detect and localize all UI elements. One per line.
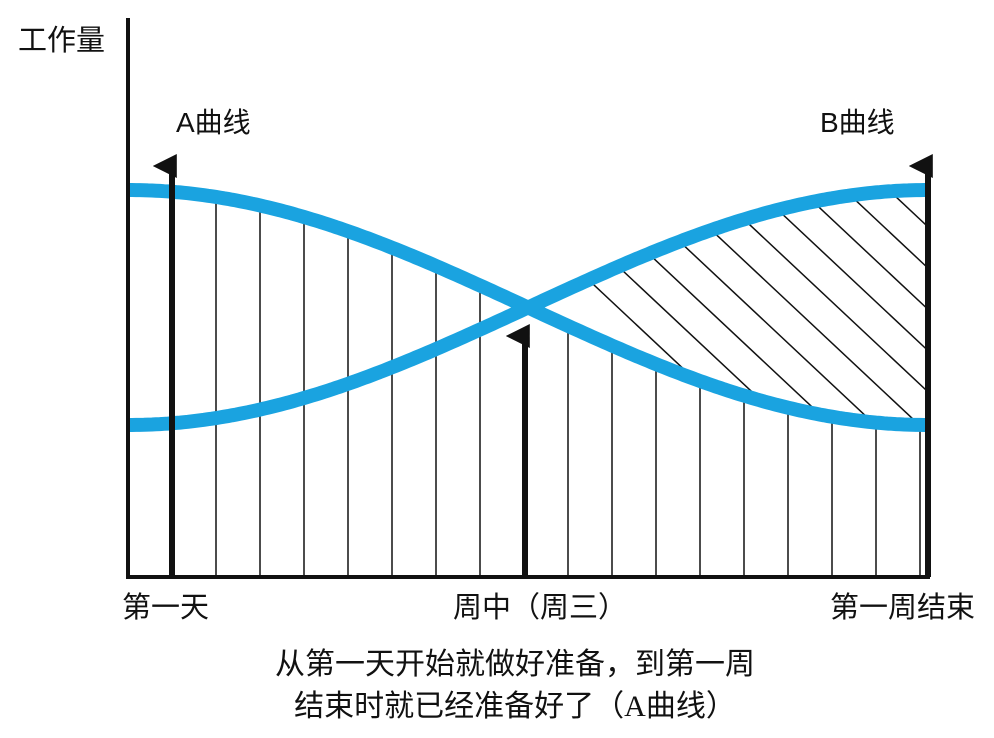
hatch-line: [978, 150, 994, 450]
hatch-line: [845, 190, 928, 425]
hatching: [215, 196, 921, 577]
caption-line: 结束时就已经准备好了（A曲线）: [294, 690, 736, 723]
x-label: 第一天: [122, 591, 209, 624]
caption-line: 从第一天开始就做好准备，到第一周: [275, 648, 755, 681]
curve-label: B曲线: [820, 107, 895, 138]
hatch-line: [537, 190, 859, 425]
x-label: 周中（周三）: [453, 591, 627, 624]
y-axis-label: 工作量: [18, 24, 105, 57]
hatch-line: [934, 150, 994, 450]
curve-label: A曲线: [176, 107, 251, 138]
curve-b: [128, 183, 928, 432]
x-label: 第一周结束: [830, 591, 975, 624]
